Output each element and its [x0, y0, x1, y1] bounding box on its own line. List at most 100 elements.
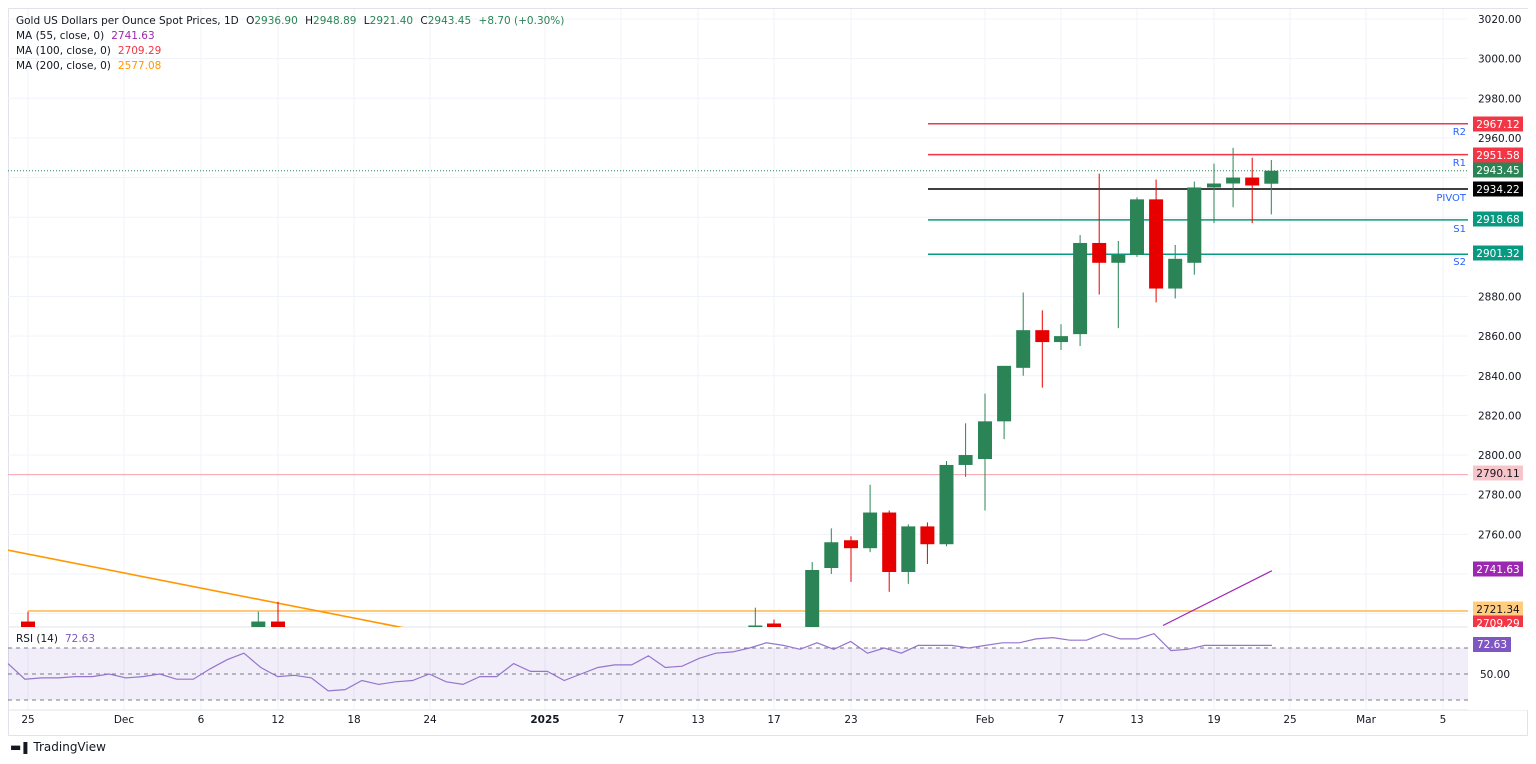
price-tag[interactable]: 2721.34 [1473, 601, 1523, 617]
candle[interactable] [1207, 163, 1221, 224]
candle[interactable] [844, 536, 858, 582]
rsi-value-tag[interactable]: 72.63 [1473, 637, 1511, 652]
candle-body [882, 512, 897, 572]
price-axis-label: 3000.00 [1478, 54, 1521, 66]
price-axis-label: 2960.00 [1478, 133, 1521, 145]
candle[interactable] [1168, 244, 1183, 299]
candle-body [844, 540, 858, 549]
symbol-legend[interactable]: Gold US Dollars per Ounce Spot Prices, 1… [16, 14, 568, 29]
price-tag-bg [1473, 465, 1523, 481]
ma100-label: MA (100, close, 0) [16, 45, 111, 57]
candle[interactable] [1187, 181, 1202, 275]
ma55-value: 2741.63 [111, 30, 155, 42]
price-tag[interactable]: 2709.29 [1473, 615, 1523, 631]
candle-body [978, 421, 992, 460]
price-tag-text: 2721.34 [1476, 604, 1520, 616]
price-tag-bg [1473, 162, 1523, 178]
candle[interactable] [767, 619, 781, 654]
tradingview-logo[interactable]: ▬❚ TradingView [10, 740, 106, 754]
candle-body [1054, 336, 1068, 343]
candle[interactable] [21, 611, 35, 654]
price-tag[interactable]: 2951.58 [1473, 147, 1523, 163]
candle[interactable] [958, 423, 973, 477]
ohlc-close: C2943.45 [420, 15, 472, 27]
candle-body [21, 621, 35, 627]
candle[interactable] [1092, 173, 1107, 295]
candle[interactable] [901, 524, 916, 584]
candle[interactable] [1054, 324, 1068, 350]
price-tag-bg [1473, 147, 1523, 163]
candle[interactable] [1073, 235, 1088, 347]
candle[interactable] [939, 460, 954, 547]
candle[interactable] [863, 484, 878, 553]
candle[interactable] [1149, 179, 1164, 303]
pivot-label-r1: R1 [1453, 158, 1466, 169]
price-axis-label: 3020.00 [1478, 14, 1521, 26]
candle[interactable] [1264, 159, 1279, 215]
time-axis-label: Dec [114, 714, 135, 726]
price-tag[interactable]: 2918.68 [1473, 211, 1523, 227]
price-tag-text: 2790.11 [1476, 468, 1519, 480]
candle[interactable] [997, 365, 1012, 440]
price-tag[interactable]: 2943.45 [1473, 162, 1523, 178]
price-tag[interactable]: 2741.63 [1473, 561, 1523, 577]
ma200-label: MA (200, close, 0) [16, 60, 111, 72]
candle-body [901, 526, 916, 572]
price-tag[interactable]: 2790.11 [1473, 465, 1523, 481]
ma200-legend[interactable]: MA (200, close, 0) 2577.08 [16, 59, 165, 74]
candle-body [824, 542, 839, 569]
time-axis-label: 25 [21, 714, 34, 726]
rsi-legend[interactable]: RSI (14) 72.63 [16, 632, 99, 647]
symbol-title: Gold US Dollars per Ounce Spot Prices, 1… [16, 15, 239, 27]
candle-body [1187, 187, 1202, 263]
candle[interactable] [251, 611, 266, 654]
ma100-legend[interactable]: MA (100, close, 0) 2709.29 [16, 44, 165, 59]
candle[interactable] [1111, 240, 1126, 329]
candle-body [271, 621, 285, 627]
time-axis-label: 25 [1283, 714, 1296, 726]
candle-body [786, 637, 800, 643]
ma55-legend[interactable]: MA (55, close, 0) 2741.63 [16, 29, 159, 44]
candle[interactable] [824, 528, 839, 574]
candle[interactable] [271, 601, 285, 654]
tradingview-logo-text: TradingView [33, 740, 106, 754]
ohlc-open: O2936.90 [246, 15, 298, 27]
candle[interactable] [805, 562, 820, 643]
price-tag[interactable]: 2934.22 [1473, 181, 1523, 197]
price-tag-bg [1473, 181, 1523, 197]
candle[interactable] [978, 393, 992, 511]
ma200-value: 2577.08 [117, 60, 162, 72]
rsi-value: 72.63 [64, 633, 96, 645]
candle-body [1016, 330, 1031, 368]
candle[interactable] [1245, 157, 1260, 224]
price-tag-text: 2741.63 [1476, 564, 1519, 576]
rsi-label: RSI (14) [16, 633, 58, 645]
time-axis-label: 18 [347, 714, 360, 726]
candle-body [748, 625, 763, 627]
price-axis-label: 2760.00 [1478, 529, 1521, 541]
candle[interactable] [920, 522, 935, 565]
ohlc-change: +8.70 (+0.30%) [478, 15, 565, 27]
price-tag[interactable]: 2967.12 [1473, 116, 1523, 132]
pivot-label-pivot: PIVOT [1436, 193, 1467, 204]
pivot-label-s1: S1 [1453, 224, 1466, 235]
candle[interactable] [882, 510, 897, 592]
candle[interactable] [1016, 292, 1031, 376]
price-axis-label: 2800.00 [1478, 450, 1521, 462]
candle[interactable] [748, 607, 763, 654]
time-axis-label: 13 [1130, 714, 1143, 726]
time-axis-label: 12 [271, 714, 284, 726]
time-axis-label: 13 [691, 714, 704, 726]
time-axis-label: Mar [1356, 714, 1376, 726]
candle-body [939, 464, 954, 545]
candle-body [1245, 177, 1260, 186]
price-tag[interactable]: 2901.32 [1473, 245, 1523, 261]
candle[interactable] [1226, 147, 1241, 208]
candle[interactable] [1035, 310, 1050, 388]
rsi-axis-label: 50.00 [1480, 669, 1510, 681]
candle-body [1207, 183, 1221, 188]
candle[interactable] [1130, 197, 1144, 257]
rsi-tag-text: 72.63 [1477, 639, 1507, 651]
candle-body [767, 623, 781, 627]
